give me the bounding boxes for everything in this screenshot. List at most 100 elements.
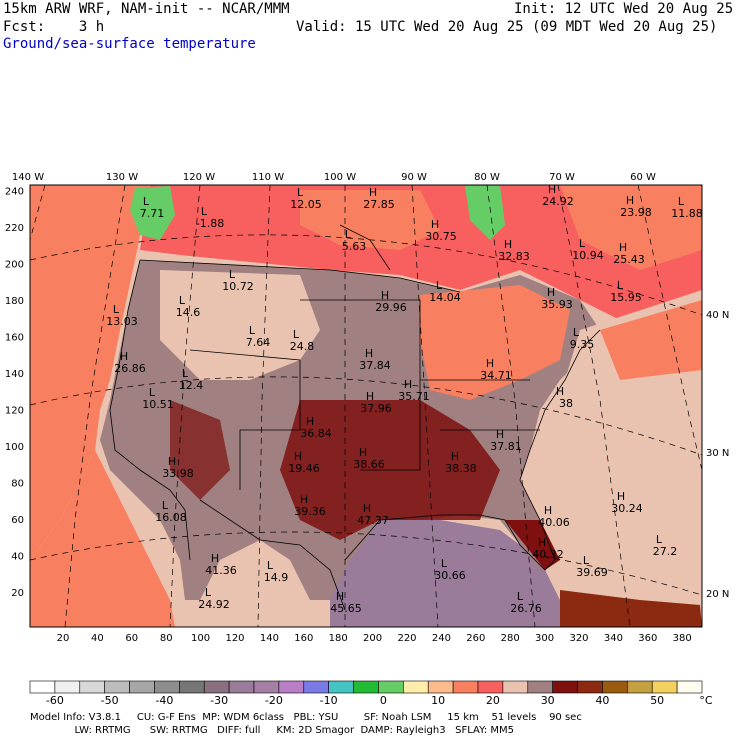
extremum-value: 37.96 bbox=[360, 402, 392, 415]
extremum-low-marker: L bbox=[267, 559, 274, 572]
extremum-low-marker: L bbox=[205, 586, 212, 599]
extremum-high-marker: H bbox=[538, 536, 546, 549]
field-name: Ground/sea-surface temperature bbox=[3, 36, 256, 52]
extremum-value: 15.95 bbox=[610, 291, 642, 304]
x-tick-label: 180 bbox=[329, 633, 348, 644]
extremum-high-marker: H bbox=[336, 590, 344, 603]
colorbar-label: -50 bbox=[101, 694, 119, 707]
colorbar-label: -60 bbox=[46, 694, 64, 707]
extremum-value: 35.93 bbox=[541, 298, 573, 311]
extremum-low-marker: L bbox=[293, 328, 300, 341]
extremum-low-marker: L bbox=[436, 279, 443, 292]
cold-area-west bbox=[130, 186, 175, 240]
extremum-value: 10.51 bbox=[142, 398, 174, 411]
x-tick-label: 80 bbox=[160, 633, 173, 644]
meridian-120w bbox=[169, 185, 201, 627]
colorbar-swatch bbox=[353, 680, 379, 694]
extremum-value: 26.76 bbox=[510, 602, 542, 615]
extremum-low-marker: L bbox=[345, 228, 352, 241]
lat-label: 30 N bbox=[706, 448, 729, 459]
model-title: 15km ARW WRF, NAM-init -- NCAR/MMM bbox=[3, 1, 290, 17]
x-tick-label: 20 bbox=[57, 633, 70, 644]
extremum-high-marker: H bbox=[120, 350, 128, 363]
lon-label: 60 W bbox=[630, 172, 656, 183]
colorbar-swatch bbox=[179, 680, 205, 694]
extremum-value: 14.9 bbox=[264, 571, 289, 584]
extremum-low-marker: L bbox=[229, 268, 236, 281]
extremum-value: 12.05 bbox=[290, 198, 322, 211]
extremum-value: 29.96 bbox=[375, 301, 407, 314]
meridian-90w bbox=[411, 185, 439, 627]
extremum-value: 24.92 bbox=[542, 195, 574, 208]
extremum-value: 5.63 bbox=[342, 240, 367, 253]
colorbar-label: 40 bbox=[595, 694, 609, 707]
colorbar-swatch bbox=[651, 680, 678, 694]
extremum-high-marker: H bbox=[431, 218, 439, 231]
extremum-high-marker: H bbox=[556, 385, 564, 398]
colorbar-swatch bbox=[228, 680, 255, 694]
extremum-value: 11.88 bbox=[671, 207, 703, 220]
x-tick-label: 40 bbox=[91, 633, 104, 644]
extremum-value: 30.66 bbox=[434, 569, 466, 582]
extremum-value: 19.46 bbox=[288, 462, 320, 475]
x-tick-label: 120 bbox=[225, 633, 244, 644]
extremum-value: 26.86 bbox=[114, 362, 146, 375]
extremum-low-marker: L bbox=[517, 590, 524, 603]
extremum-value: 23.98 bbox=[620, 206, 652, 219]
colorbar-swatch bbox=[602, 680, 628, 694]
extremum-value: 36.84 bbox=[300, 427, 332, 440]
extremum-high-marker: H bbox=[504, 238, 512, 251]
parallel-20n bbox=[30, 531, 702, 596]
extremum-high-marker: H bbox=[496, 428, 504, 441]
x-tick-label: 360 bbox=[638, 633, 657, 644]
extremum-value: 7.71 bbox=[140, 207, 165, 220]
graticule bbox=[30, 185, 702, 627]
colorbar-label: 50 bbox=[650, 694, 664, 707]
extremum-value: 37.84 bbox=[359, 359, 391, 372]
extremum-low-marker: L bbox=[179, 294, 186, 307]
extremum-value: 40.06 bbox=[538, 516, 570, 529]
colorbar-swatch bbox=[502, 680, 529, 694]
x-tick-label: 240 bbox=[432, 633, 451, 644]
model-info-line1: Model Info: V3.8.1 CU: G-F Ens MP: WDM 6… bbox=[30, 712, 582, 723]
lon-label: 140 W bbox=[12, 172, 44, 183]
extremum-value: 37.81 bbox=[490, 440, 522, 453]
colorbar-unit: °C bbox=[699, 694, 713, 707]
colorbar-swatch bbox=[378, 680, 404, 694]
x-tick-label: 60 bbox=[125, 633, 138, 644]
extremum-value: 47.37 bbox=[357, 514, 389, 527]
cold-area-east bbox=[465, 186, 505, 240]
forecast-hour: Fcst: 3 h bbox=[3, 19, 105, 35]
political-boundaries bbox=[109, 224, 601, 611]
extremum-low-marker: L bbox=[149, 386, 156, 399]
extremum-low-marker: L bbox=[162, 499, 169, 512]
y-tick-label: 40 bbox=[11, 552, 24, 563]
x-tick-label: 340 bbox=[604, 633, 623, 644]
extremum-value: 27.85 bbox=[363, 198, 395, 211]
colorbar-swatch bbox=[627, 680, 653, 694]
y-tick-label: 160 bbox=[5, 333, 24, 344]
meridian-110w bbox=[257, 185, 271, 627]
colorbar-label: -20 bbox=[265, 694, 283, 707]
colorbar: -60 -50 -40 -30 -20 -10 0 10 20 30 40 50 °C bbox=[29, 680, 713, 707]
y-tick-label: 100 bbox=[5, 442, 24, 453]
extremum-high-marker: H bbox=[366, 390, 374, 403]
extremum-high-marker: H bbox=[306, 415, 314, 428]
extremum-high-marker: H bbox=[619, 241, 627, 254]
extremum-low-marker: L bbox=[573, 326, 580, 339]
colorbar-swatch bbox=[253, 680, 280, 694]
meridian-80w bbox=[486, 185, 536, 627]
extremum-value: 33.98 bbox=[162, 467, 194, 480]
colorbar-swatch bbox=[452, 680, 479, 694]
colorbar-swatch bbox=[676, 680, 703, 694]
y-tick-label: 120 bbox=[5, 406, 24, 417]
extremum-low-marker: L bbox=[297, 186, 304, 199]
extremum-value: 45.65 bbox=[330, 602, 362, 615]
extremum-high-marker: H bbox=[617, 490, 625, 503]
y-tick-label: 80 bbox=[11, 479, 24, 490]
extremum-high-marker: H bbox=[451, 450, 459, 463]
northern-plains bbox=[160, 270, 320, 380]
lon-label: 100 W bbox=[324, 172, 356, 183]
colorbar-swatch bbox=[29, 680, 56, 694]
lon-label: 130 W bbox=[106, 172, 138, 183]
